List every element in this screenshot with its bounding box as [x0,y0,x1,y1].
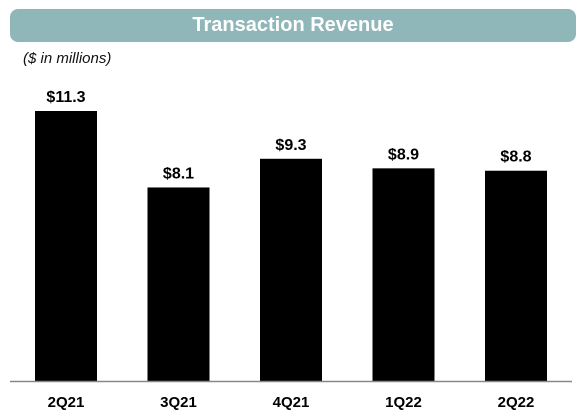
x-tick-label-2q22: 2Q22 [498,394,535,411]
x-tick-label-1q22: 1Q22 [385,394,422,411]
bar-3q21 [147,187,210,381]
x-tick-label-2q21: 2Q21 [48,394,85,411]
chart-title: Transaction Revenue [192,14,394,36]
value-label-2q22: $8.8 [500,149,531,166]
bars-layer [35,111,547,381]
x-tick-labels-layer: 2Q21 3Q21 4Q21 1Q22 2Q22 [48,394,535,411]
value-labels-layer: $11.3 $8.1 $9.3 $8.9 $8.8 [46,89,531,182]
value-label-4q21: $9.3 [275,137,306,154]
value-label-1q22: $8.9 [388,146,419,163]
value-label-3q21: $8.1 [163,165,194,182]
bar-2q22 [485,170,547,381]
x-tick-label-4q21: 4Q21 [273,394,310,411]
units-label: ($ in millions) [23,50,112,67]
bar-2q21 [35,111,97,381]
value-label-2q21: $11.3 [46,89,85,106]
bar-1q22 [372,168,435,381]
x-tick-label-3q21: 3Q21 [160,394,197,411]
bar-4q21 [260,158,322,381]
chart-title-banner: Transaction Revenue [10,9,576,42]
